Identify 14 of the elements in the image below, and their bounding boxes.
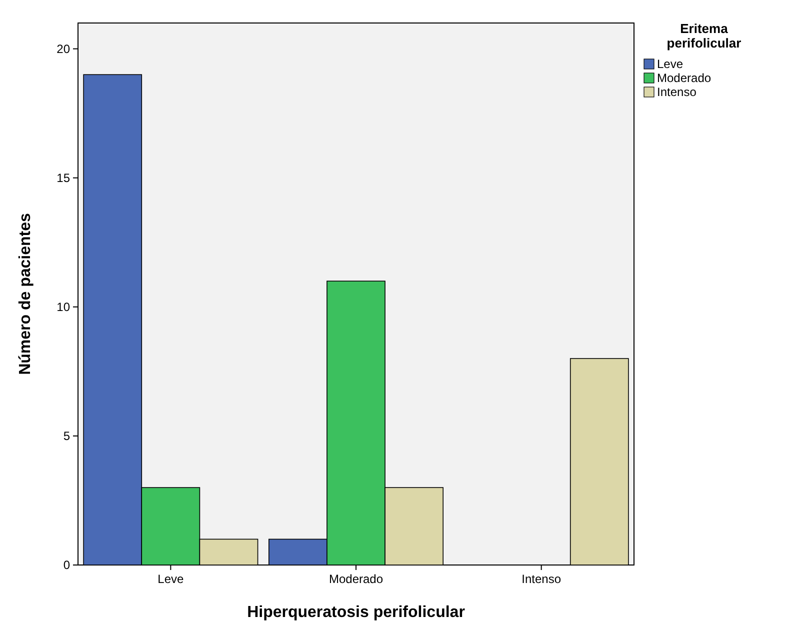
legend-label: Leve [657,57,684,72]
x-tick-label: Moderado [328,572,384,586]
y-tick-label: 0 [63,558,70,572]
legend-title: Eritema perifolicular [666,21,742,50]
legend-label: Moderado [657,71,712,86]
y-axis-title: Número de pacientes [17,212,34,375]
x-tick-label: Intenso [522,572,562,586]
y-tick-label: 20 [56,42,70,56]
y-tick-label: 10 [56,300,70,314]
y-tick-label: 15 [56,171,70,186]
x-axis-title: Hiperqueratosis perifolicular [247,604,465,621]
legend-label: Intenso [657,85,697,100]
y-tick-label: 5 [63,429,70,444]
x-tick-label: Leve [158,572,184,586]
